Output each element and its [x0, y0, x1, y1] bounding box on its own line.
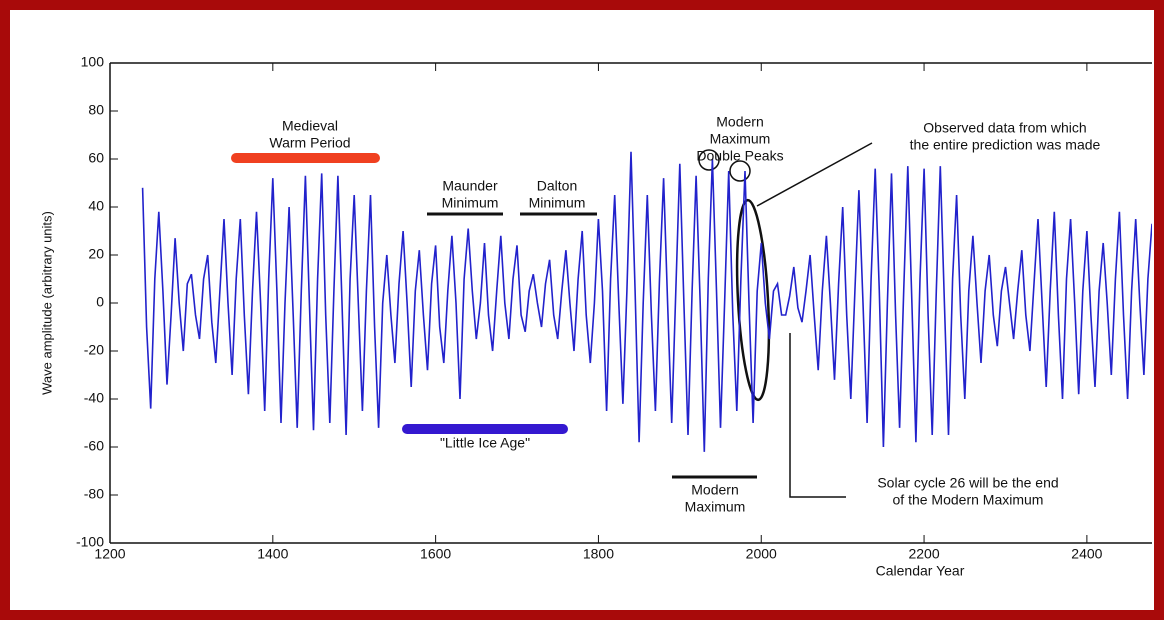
annotation: the entire prediction was made — [910, 137, 1101, 153]
annotation: Minimum — [442, 195, 499, 211]
y-axis-label: Wave amplitude (arbitrary units) — [39, 211, 54, 395]
annotation: Observed data from which — [923, 120, 1086, 136]
y-tick-label: -20 — [84, 342, 104, 358]
y-tick-label: 100 — [81, 54, 105, 70]
x-tick-label: 2000 — [746, 546, 777, 562]
x-tick-label: 1600 — [420, 546, 451, 562]
y-tick-label: -100 — [76, 534, 104, 550]
y-tick-label: -60 — [84, 438, 104, 454]
y-tick-label: 0 — [96, 294, 104, 310]
annotation-shapes — [231, 142, 873, 498]
annotation: Maximum — [710, 131, 771, 147]
peak-circle — [698, 149, 720, 171]
y-tick-label: 20 — [88, 246, 104, 262]
x-tick-label: 1200 — [94, 546, 125, 562]
observed-ellipse — [735, 198, 771, 402]
annotation: Solar cycle 26 will be the end — [877, 475, 1058, 491]
annotation: Maunder — [442, 178, 498, 194]
x-tick-label: 1400 — [257, 546, 288, 562]
annotation: Medieval — [282, 118, 338, 134]
annotation: Minimum — [529, 195, 586, 211]
annotation: Double Peaks — [696, 148, 783, 164]
chart: Calendar Year Wave amplitude (arbitrary … — [39, 54, 1152, 579]
x-tick-label: 2200 — [908, 546, 939, 562]
y-tick-label: 80 — [88, 102, 104, 118]
x-tick-label: 2400 — [1071, 546, 1102, 562]
annotation: "Little Ice Age" — [440, 435, 530, 451]
pointer-line — [756, 142, 873, 207]
peak-circle — [729, 160, 751, 182]
annotation: of the Modern Maximum — [893, 492, 1044, 508]
annotation: Warm Period — [269, 135, 350, 151]
x-axis-label: Calendar Year — [876, 563, 965, 579]
annotation: Modern — [691, 482, 738, 498]
annotation: Modern — [716, 114, 763, 130]
frame: Calendar Year Wave amplitude (arbitrary … — [10, 10, 1154, 610]
y-tick-label: 60 — [88, 150, 104, 166]
y-tick-label: 40 — [88, 198, 104, 214]
annotation: Dalton — [537, 178, 577, 194]
x-tick-label: 1800 — [583, 546, 614, 562]
y-tick-label: -80 — [84, 486, 104, 502]
pointer-line — [789, 333, 846, 498]
y-tick-label: -40 — [84, 390, 104, 406]
data-line — [141, 151, 1152, 452]
annotation: Maximum — [685, 499, 746, 515]
